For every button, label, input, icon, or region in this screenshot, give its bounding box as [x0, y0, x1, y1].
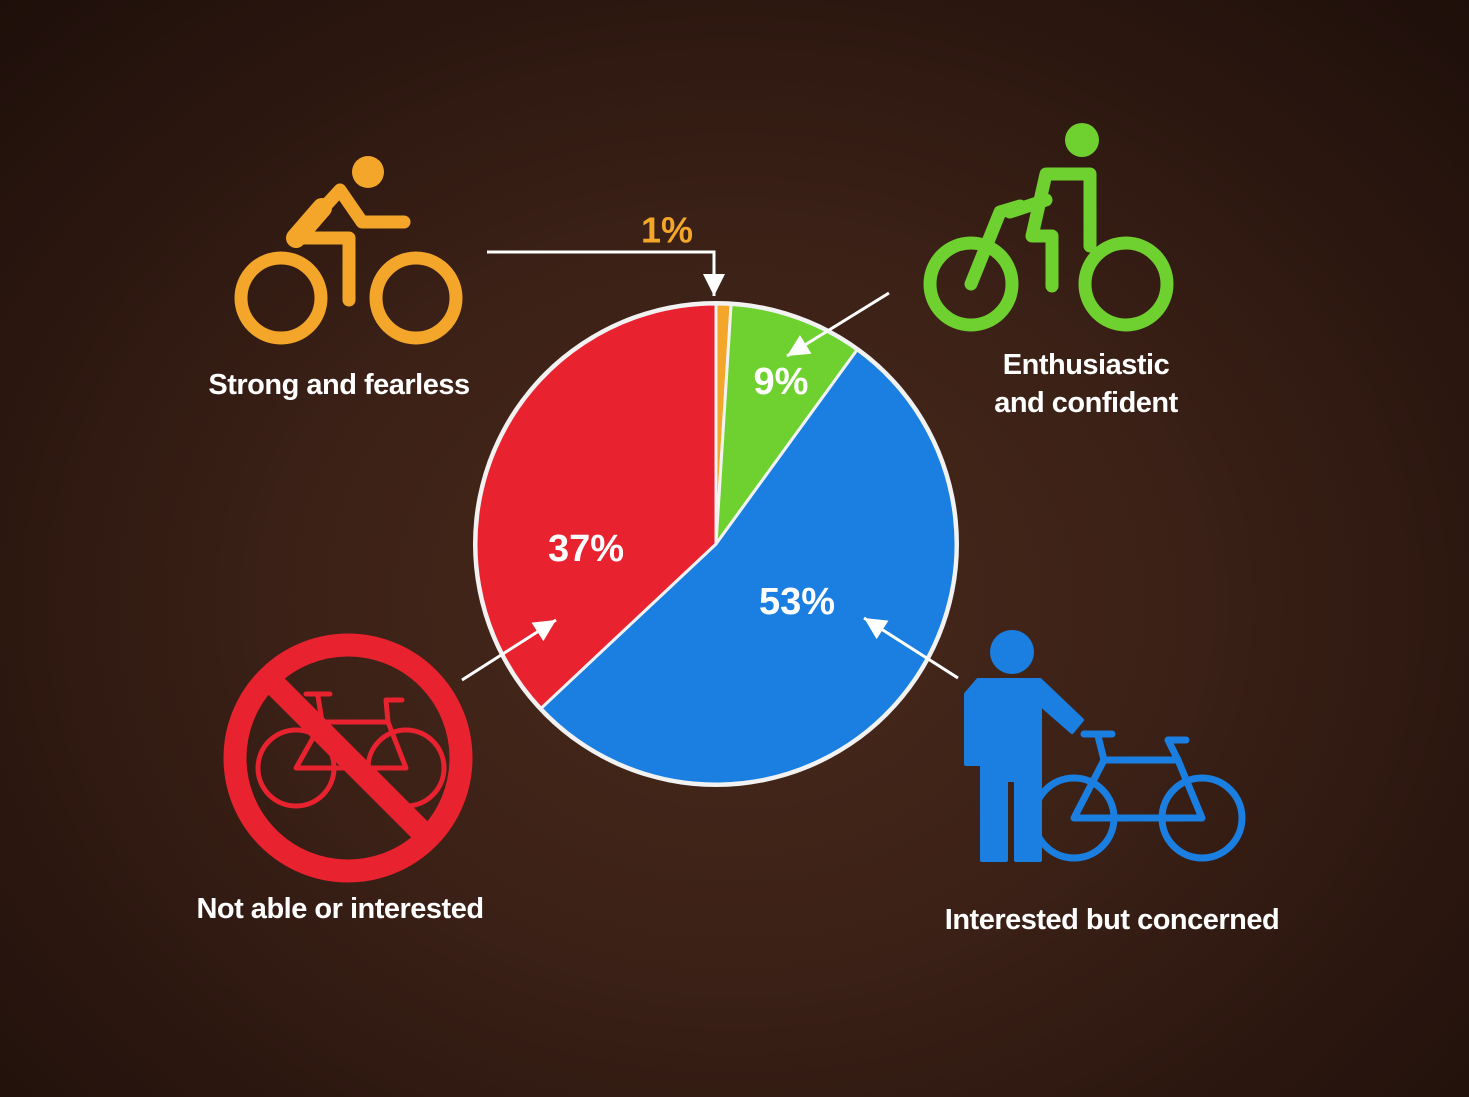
- value-label-interested-but-concerned: 53%: [759, 581, 835, 623]
- cyclist-racing-icon: [234, 156, 463, 345]
- label-enthusiastic-and-confident: Enthusiastic and confident: [955, 346, 1217, 422]
- pie-slice-interested-but-concerned: [539, 348, 958, 786]
- pie-slice-enthusiastic-and-confident: [714, 302, 859, 546]
- label-interested-but-concerned: Interested but concerned: [944, 904, 1280, 936]
- label-enthusiastic-line-1: Enthusiastic: [1002, 349, 1170, 381]
- no-bicycle-icon: [223, 633, 473, 883]
- arrow-strong-and-fearless-head: [703, 274, 725, 296]
- value-label-strong-and-fearless: 1%: [641, 210, 693, 251]
- value-label-not-able-or-interested: 37%: [548, 528, 624, 570]
- person-with-bicycle-icon: [964, 630, 1246, 862]
- arrow-not-able-or-interested-head: [531, 620, 556, 642]
- label-enthusiastic-line-2: and confident: [994, 387, 1178, 419]
- pie-slice-not-able-or-interested: [474, 302, 718, 710]
- cyclist-upright-icon: [923, 123, 1174, 332]
- arrow-strong-and-fearless-line: [487, 250, 716, 296]
- label-not-able-or-interested: Not able or interested: [196, 893, 484, 925]
- value-label-enthusiastic-and-confident: 9%: [754, 361, 809, 403]
- arrow-interested-but-concerned-head: [864, 618, 889, 640]
- arrow-enthusiastic-and-confident-head: [787, 335, 812, 356]
- label-strong-and-fearless: Strong and fearless: [208, 369, 470, 401]
